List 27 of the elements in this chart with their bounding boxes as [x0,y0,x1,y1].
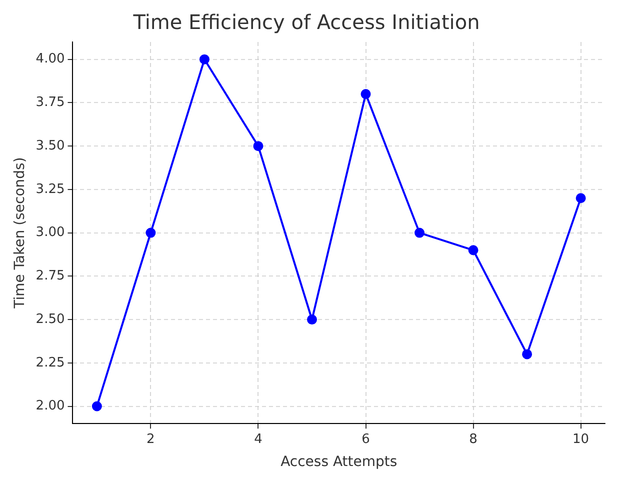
x-tick-label: 2 [146,432,155,447]
y-tick-label: 3.75 [36,95,65,110]
y-tick-label: 3.25 [36,182,65,197]
x-tick-label: 6 [362,432,370,447]
y-tick-label: 2.25 [36,355,65,370]
x-tick-label: 10 [572,432,590,447]
point [199,54,210,64]
point [576,193,586,204]
point [253,141,264,152]
y-tick-label: 3.00 [36,225,65,240]
point [92,401,102,412]
y-tick-label: 2.00 [36,398,65,414]
point [146,228,156,238]
point [360,89,371,100]
point [414,228,425,238]
point [522,349,532,360]
y-tick-label: 2.75 [36,268,65,284]
x-axis-title: Access Attempts [280,454,398,470]
y-tick-label: 3.50 [36,138,65,154]
point [468,245,478,256]
chart-title: Time Efficiency of Access Initiation [132,10,480,34]
x-tick-label: 8 [469,432,478,447]
x-tick-label: 4 [254,432,262,447]
y-tick-label: 4.00 [36,52,65,67]
point [306,314,317,325]
y-tick-label: 2.50 [36,312,65,327]
y-axis-title: Time Taken (seconds) [12,157,28,310]
